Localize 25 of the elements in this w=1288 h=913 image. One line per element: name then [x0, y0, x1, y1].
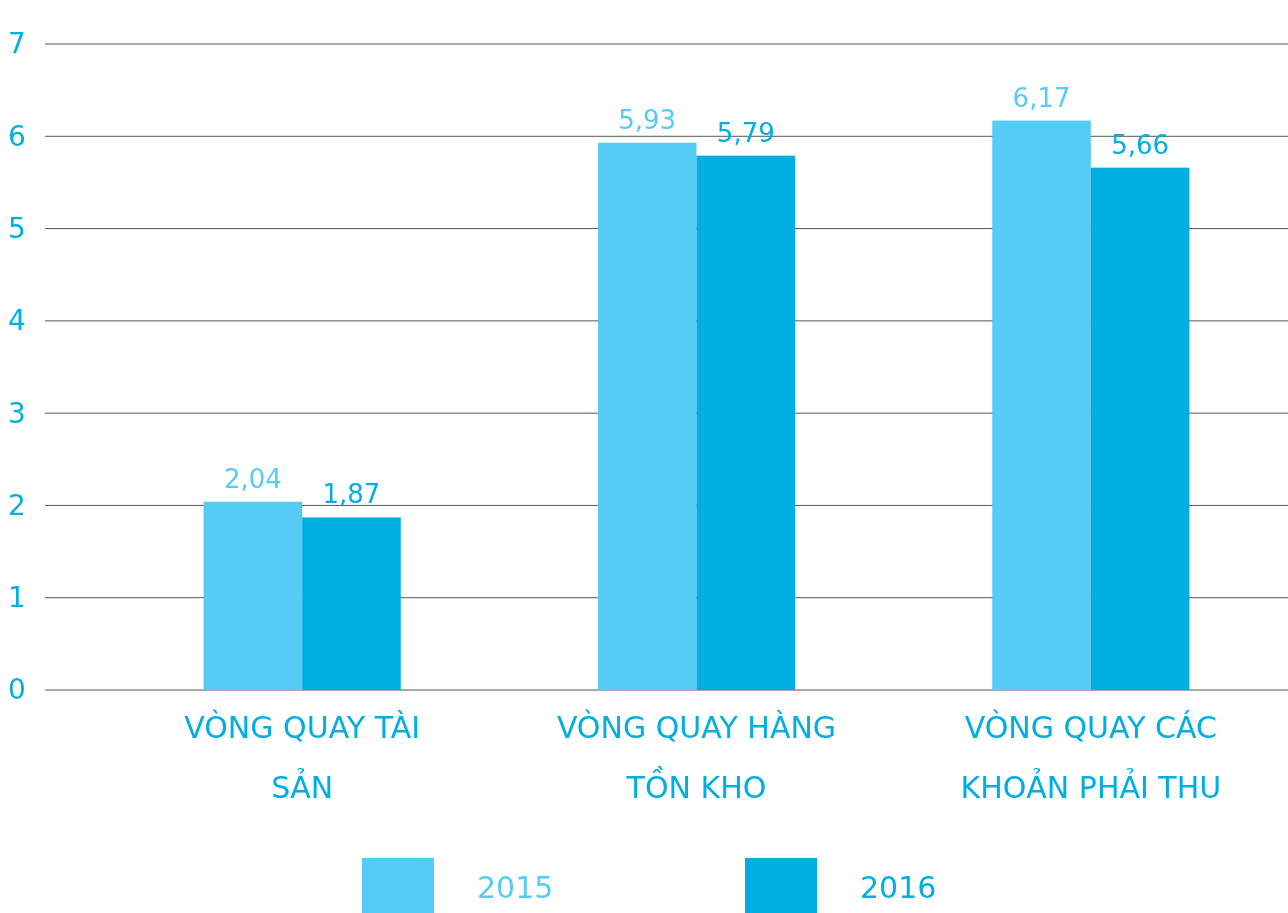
legend-label: 2016: [860, 870, 937, 905]
x-tick-label: VÒNG QUAY HÀNG TỒN KHO: [556, 709, 837, 805]
bar: [992, 120, 1091, 690]
bar: [302, 517, 401, 690]
y-tick-label: 4: [8, 304, 26, 338]
bar: [696, 155, 796, 690]
y-tick-label: 2: [8, 488, 26, 522]
data-label: 2,04: [223, 463, 282, 494]
data-label: 5,66: [1111, 129, 1170, 160]
y-tick-label: 6: [8, 119, 26, 153]
bar: [203, 501, 303, 690]
y-tick-label: 1: [8, 581, 26, 615]
bar: [597, 142, 697, 690]
y-tick-label: 5: [8, 212, 26, 246]
data-label: 5,93: [618, 104, 677, 135]
legend-label: 2015: [477, 870, 554, 905]
data-label: 6,17: [1012, 82, 1071, 113]
y-tick-label: 0: [8, 673, 26, 707]
data-label: 5,79: [716, 117, 775, 148]
y-tick-label: 3: [8, 396, 26, 430]
y-tick-label: 7: [8, 27, 26, 61]
x-tick-label: VÒNG QUAY TÀI SẢN: [184, 709, 421, 805]
data-label: 1,87: [322, 479, 381, 510]
x-tick-label: VÒNG QUAY CÁC KHOẢN PHẢI THU: [960, 709, 1222, 805]
bar: [1090, 167, 1190, 690]
